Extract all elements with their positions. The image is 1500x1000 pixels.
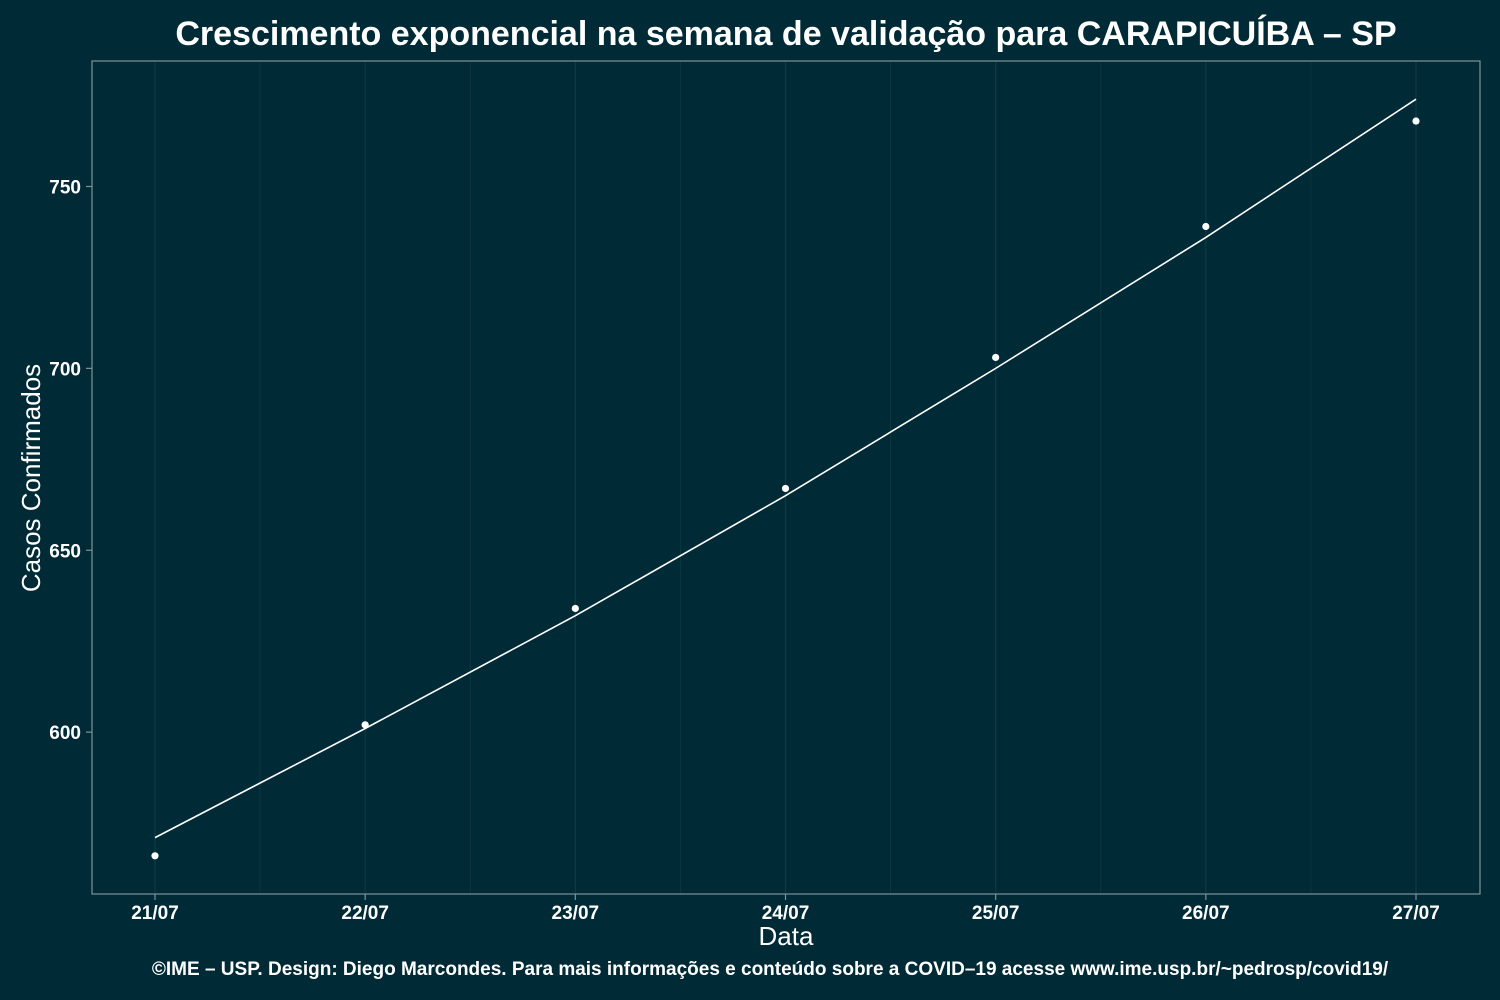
fit-line xyxy=(154,98,1417,839)
series-layer xyxy=(151,98,1420,860)
data-point xyxy=(781,484,790,493)
y-axis: 600 650 700 750 xyxy=(49,177,92,744)
x-tick-label: 26/07 xyxy=(1182,903,1230,924)
y-tick-label: 600 xyxy=(49,723,81,744)
y-tick-label: 700 xyxy=(49,359,81,380)
x-tick-label: 27/07 xyxy=(1392,903,1440,924)
x-axis: 21/07 22/07 23/07 24/07 25/07 26/07 27/07 xyxy=(131,894,1440,924)
x-tick-label: 22/07 xyxy=(341,903,389,924)
chart-caption: ©IME – USP. Design: Diego Marcondes. Par… xyxy=(152,959,1389,980)
x-axis-title: Data xyxy=(759,921,814,951)
data-point xyxy=(1202,222,1210,231)
x-tick-label: 24/07 xyxy=(762,903,810,924)
data-point xyxy=(992,353,1000,362)
data-point xyxy=(151,852,159,860)
x-tick-label: 25/07 xyxy=(972,903,1020,924)
y-tick-label: 750 xyxy=(49,177,81,198)
grid-layer xyxy=(154,61,1417,894)
data-point xyxy=(1412,117,1420,125)
y-tick-label: 650 xyxy=(49,541,81,562)
x-tick-label: 23/07 xyxy=(552,903,600,924)
data-point xyxy=(571,604,579,613)
y-axis-title: Casos Confirmados xyxy=(16,364,46,592)
x-tick-label: 21/07 xyxy=(131,903,179,924)
chart-title: Crescimento exponencial na semana de val… xyxy=(175,15,1396,53)
